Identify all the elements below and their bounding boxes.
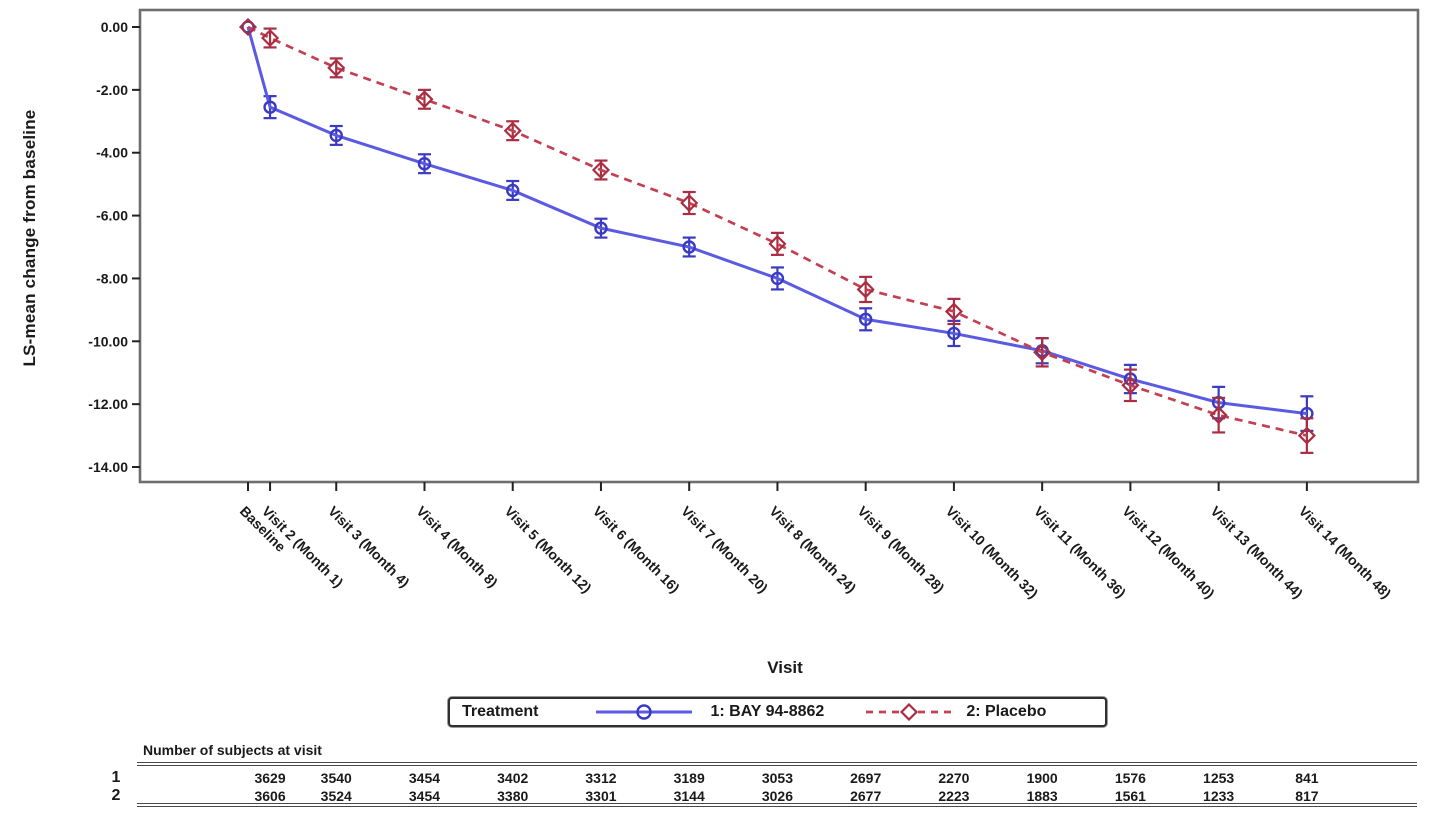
marker-diamond [591, 160, 611, 180]
x-tick-label: Visit 10 (Month 32) [943, 503, 1042, 602]
subject-count-cell: 3189 [673, 770, 705, 786]
subject-row-label: 2 [111, 787, 121, 804]
bay-line-sample-icon [596, 704, 693, 720]
y-tick-label: -8.00 [96, 270, 128, 286]
legend: Treatment 1: BAY 94-8862 2: Placebo [448, 697, 1107, 727]
subject-count-cell: 3402 [497, 770, 529, 786]
x-tick-label: Visit 5 (Month 12) [502, 503, 595, 596]
x-tick-label: Visit 7 (Month 20) [678, 503, 771, 596]
legend-title: Treatment [462, 703, 539, 720]
subject-count-cell: 3380 [497, 788, 529, 804]
subject-count-cell: 3144 [673, 788, 705, 804]
series-line-1 [246, 26, 1308, 416]
subject-count-cell: 841 [1295, 770, 1319, 786]
x-tick-label: Visit 4 (Month 8) [413, 503, 501, 591]
marker-diamond [1033, 343, 1052, 362]
marker-diamond [1209, 406, 1228, 425]
subject-count-cell: 3629 [254, 770, 286, 786]
x-tick-label: Visit 13 (Month 44) [1208, 503, 1307, 602]
marker-circle [417, 157, 432, 171]
legend-label-placebo: 2: Placebo [966, 703, 1047, 720]
subject-count-cell: 3053 [761, 770, 794, 786]
marker-diamond [415, 90, 434, 109]
marker-circle [263, 100, 277, 114]
subject-count-cell: 2677 [850, 788, 882, 804]
plot-frame [138, 8, 1420, 484]
marker-circle [770, 271, 785, 286]
x-tick-label: Visit 14 (Month 48) [1296, 503, 1395, 602]
marker-diamond [238, 17, 258, 37]
x-tick-label: Visit 11 (Month 36) [1031, 503, 1129, 601]
marker-circle [682, 240, 696, 254]
marker-diamond [856, 280, 875, 299]
marker-diamond [1121, 376, 1140, 395]
subject-count-cell: 3026 [761, 788, 794, 804]
marker-diamond [503, 121, 522, 140]
marker-circle [241, 20, 255, 34]
y-tick-label: -14.00 [88, 459, 128, 475]
marker-diamond [327, 58, 346, 77]
subject-count-cell: 3301 [585, 788, 617, 804]
y-tick-label: -4.00 [96, 145, 128, 161]
subject-count-cell: 3606 [254, 788, 286, 804]
x-tick-label: Visit 6 (Month 16) [590, 503, 683, 596]
subject-count-cell: 2270 [938, 770, 970, 786]
subject-count-cell: 1561 [1114, 788, 1146, 804]
marker-diamond [261, 28, 280, 48]
y-tick-label: -2.00 [96, 82, 128, 98]
subject-count-cell: 3454 [408, 788, 441, 804]
marker-diamond [680, 193, 699, 213]
y-tick-label: -6.00 [96, 208, 128, 224]
marker-circle [947, 326, 961, 341]
subject-count-cell: 3454 [408, 770, 441, 786]
marker-diamond [768, 234, 787, 253]
marker-diamond [944, 302, 963, 321]
x-tick-label: Visit 9 (Month 28) [855, 503, 948, 596]
series-line-2 [247, 25, 1308, 437]
marker-circle [594, 221, 608, 235]
subject-table-title: Number of subjects at visit [143, 742, 322, 758]
subject-count-cell: 2223 [938, 788, 970, 804]
placebo-line-sample-icon [866, 703, 953, 721]
subject-row-label: 1 [111, 769, 121, 786]
x-tick-label: Visit 8 (Month 24) [766, 503, 859, 596]
subject-count-cell: 3540 [320, 770, 352, 786]
subject-count-cell: 1233 [1203, 788, 1235, 804]
y-tick-label: -12.00 [88, 396, 128, 412]
subject-count-cell: 3312 [585, 770, 617, 786]
subject-count-cell: 817 [1295, 788, 1319, 804]
subject-table-bottom-rule [137, 803, 1417, 807]
y-tick-label: 0.00 [101, 19, 128, 35]
y-tick-label: -10.00 [88, 333, 128, 349]
subject-count-cell: 1576 [1114, 770, 1146, 786]
subject-count-cell: 1253 [1203, 770, 1235, 786]
subject-table-top-rule [137, 762, 1417, 766]
subject-count-cell: 1883 [1026, 788, 1058, 804]
marker-circle [329, 128, 343, 143]
subject-count-cell: 1900 [1026, 770, 1058, 786]
y-axis-title: LS-mean change from baseline [20, 109, 39, 367]
legend-label-bay: 1: BAY 94-8862 [710, 703, 825, 720]
x-axis-title: Visit [767, 658, 803, 677]
marker-diamond [1297, 426, 1316, 445]
subject-count-cell: 3524 [320, 788, 352, 804]
x-tick-label: Visit 12 (Month 40) [1119, 503, 1218, 602]
marker-circle [858, 312, 873, 326]
subject-count-cell: 2697 [850, 770, 882, 786]
marker-circle [506, 183, 520, 198]
